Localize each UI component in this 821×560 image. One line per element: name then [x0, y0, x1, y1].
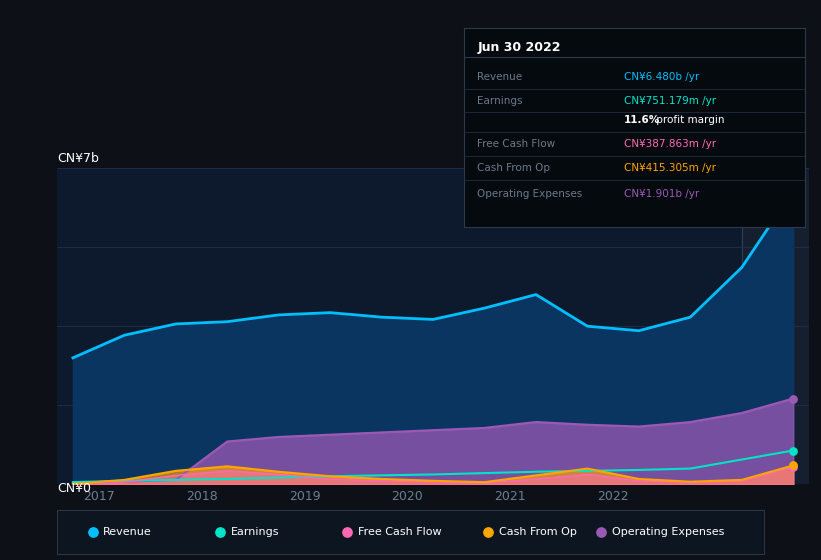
- Text: CN¥751.179m /yr: CN¥751.179m /yr: [624, 96, 716, 106]
- Text: CN¥415.305m /yr: CN¥415.305m /yr: [624, 163, 716, 173]
- Point: [482, 528, 495, 536]
- Text: Revenue: Revenue: [103, 527, 152, 537]
- Text: Operating Expenses: Operating Expenses: [478, 189, 583, 199]
- Bar: [742, 168, 809, 484]
- Text: Earnings: Earnings: [478, 96, 523, 106]
- Text: profit margin: profit margin: [653, 115, 724, 125]
- Text: Operating Expenses: Operating Expenses: [612, 527, 724, 537]
- Text: Jun 30 2022: Jun 30 2022: [478, 41, 561, 54]
- Text: CN¥387.863m /yr: CN¥387.863m /yr: [624, 139, 716, 150]
- Point: [213, 528, 227, 536]
- Text: CN¥7b: CN¥7b: [57, 152, 99, 165]
- Point: [341, 528, 354, 536]
- Text: Free Cash Flow: Free Cash Flow: [478, 139, 556, 150]
- Point: [787, 446, 800, 455]
- Point: [86, 528, 99, 536]
- Point: [787, 394, 800, 403]
- Point: [787, 463, 800, 472]
- Text: Cash From Op: Cash From Op: [478, 163, 551, 173]
- Text: CN¥6.480b /yr: CN¥6.480b /yr: [624, 72, 699, 82]
- Text: Cash From Op: Cash From Op: [499, 527, 576, 537]
- Point: [787, 186, 800, 195]
- Point: [787, 461, 800, 470]
- Text: Revenue: Revenue: [478, 72, 523, 82]
- Text: CN¥0: CN¥0: [57, 482, 91, 494]
- Text: Earnings: Earnings: [231, 527, 279, 537]
- Text: Free Cash Flow: Free Cash Flow: [358, 527, 441, 537]
- Point: [594, 528, 608, 536]
- Text: CN¥1.901b /yr: CN¥1.901b /yr: [624, 189, 699, 199]
- Text: 11.6%: 11.6%: [624, 115, 660, 125]
